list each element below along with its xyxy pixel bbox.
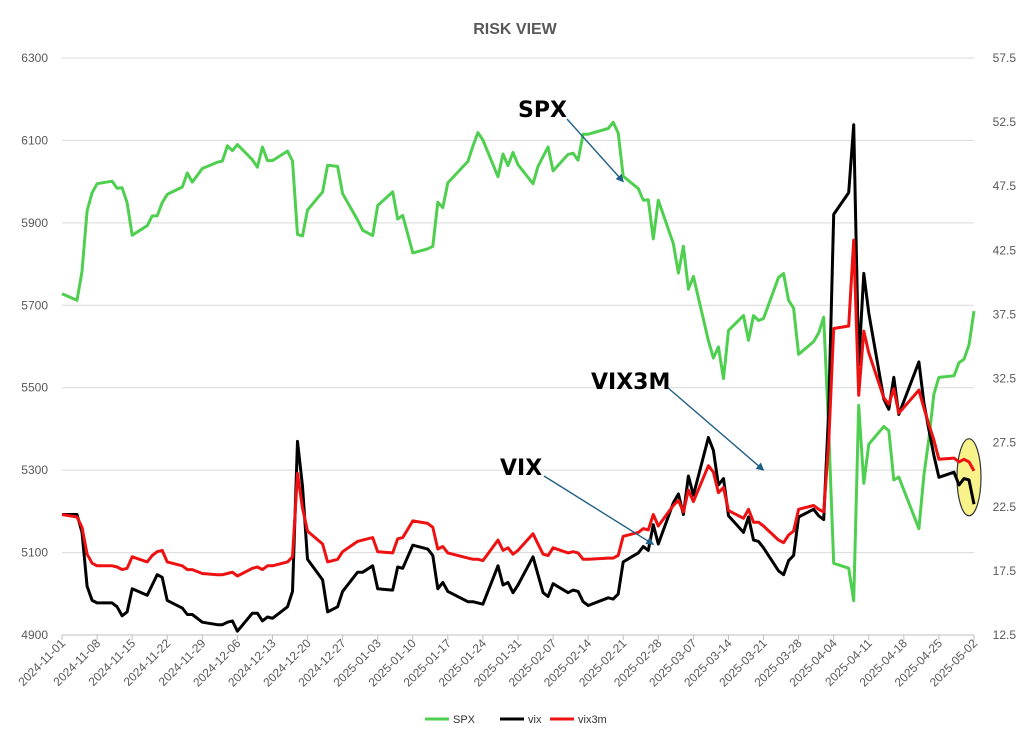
right-axis-tick-label: 17.5 — [993, 564, 1017, 578]
left-axis-tick-label: 6300 — [21, 51, 48, 65]
right-axis-tick-label: 32.5 — [993, 372, 1017, 386]
series-line-vix3m — [61, 238, 976, 578]
left-axis-tick-label: 5100 — [21, 546, 48, 560]
left-axis-tick-label: 6100 — [21, 133, 48, 147]
right-axis-tick-label: 47.5 — [993, 179, 1017, 193]
right-axis-tick-label: 12.5 — [993, 628, 1017, 642]
right-axis-tick-label: 27.5 — [993, 436, 1017, 450]
series-lines — [61, 120, 976, 633]
left-axis-tick-label: 5900 — [21, 216, 48, 230]
right-axis-tick-label: 57.5 — [993, 51, 1017, 65]
right-axis-tick-label: 42.5 — [993, 243, 1017, 257]
annotation-arrow — [666, 386, 765, 471]
right-axis-tick-label: 22.5 — [993, 500, 1017, 514]
right-axis-tick-label: 52.5 — [993, 115, 1017, 129]
chart-title: RISK VIEW — [473, 21, 557, 38]
left-axis-tick-label: 5300 — [21, 463, 48, 477]
series-line-spx — [61, 120, 976, 603]
annotation-label: SPX — [518, 98, 567, 123]
annotation-label: VIX — [500, 456, 542, 481]
legend-label: vix3m — [578, 714, 607, 726]
highlight-ellipse — [956, 438, 982, 517]
right-axis-tick-label: 37.5 — [993, 307, 1017, 321]
legend-label: SPX — [453, 714, 476, 726]
legend-label: vix — [528, 714, 542, 726]
annotations: SPX VIX3M VIX — [500, 98, 765, 545]
annotation-arrow — [543, 475, 655, 545]
left-axis-tick-label: 5700 — [21, 298, 48, 312]
annotation-label: VIX3M — [591, 370, 670, 395]
annotation-arrow — [566, 118, 624, 183]
legend: SPX vix vix3m — [425, 714, 607, 726]
right-axis-ticks: 12.5 17.5 22.5 27.5 32.5 37.5 42.5 47.5 52.5 57.5 — [993, 51, 1017, 642]
left-axis-ticks: 4900 5100 5300 5500 5700 5900 6100 6300 — [21, 51, 48, 642]
left-axis-tick-label: 5500 — [21, 381, 48, 395]
left-axis-tick-label: 4900 — [21, 628, 48, 642]
